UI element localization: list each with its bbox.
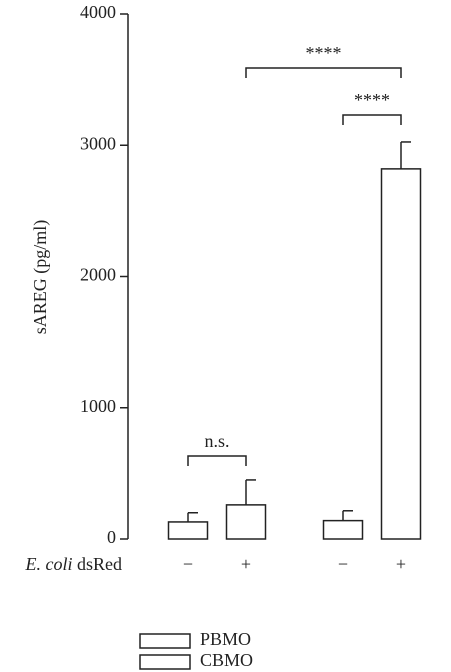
- x-axis-label: E. coli dsRed: [25, 554, 123, 574]
- significance-bracket: [245, 67, 402, 78]
- y-axis-label: sAREG (pg/ml): [30, 220, 51, 335]
- significance-label: ****: [354, 90, 390, 110]
- bar: [322, 519, 364, 540]
- bar: [225, 504, 267, 540]
- y-tick-label: 2000: [80, 265, 116, 285]
- significance-label: n.s.: [204, 431, 229, 451]
- y-tick-label: 1000: [80, 396, 116, 416]
- x-label-italic: E. coli: [25, 554, 73, 574]
- bar: [380, 168, 422, 540]
- legend-label: PBMO: [200, 629, 251, 649]
- significance-label: ****: [306, 43, 342, 63]
- x-tick-label: −: [183, 554, 193, 574]
- y-tick-label: 0: [107, 527, 116, 547]
- legend-swatch: [139, 654, 191, 670]
- x-tick-label: +: [241, 554, 251, 574]
- y-tick-label: 3000: [80, 133, 116, 153]
- y-tick-label: 4000: [80, 2, 116, 22]
- x-tick-label: −: [338, 554, 348, 574]
- x-tick-label: +: [396, 554, 406, 574]
- legend-swatch: [139, 633, 191, 649]
- legend-label: CBMO: [200, 650, 253, 670]
- bar: [167, 521, 209, 540]
- significance-bracket: [187, 455, 247, 466]
- significance-bracket: [342, 114, 402, 125]
- x-label-rest: dsRed: [77, 554, 122, 574]
